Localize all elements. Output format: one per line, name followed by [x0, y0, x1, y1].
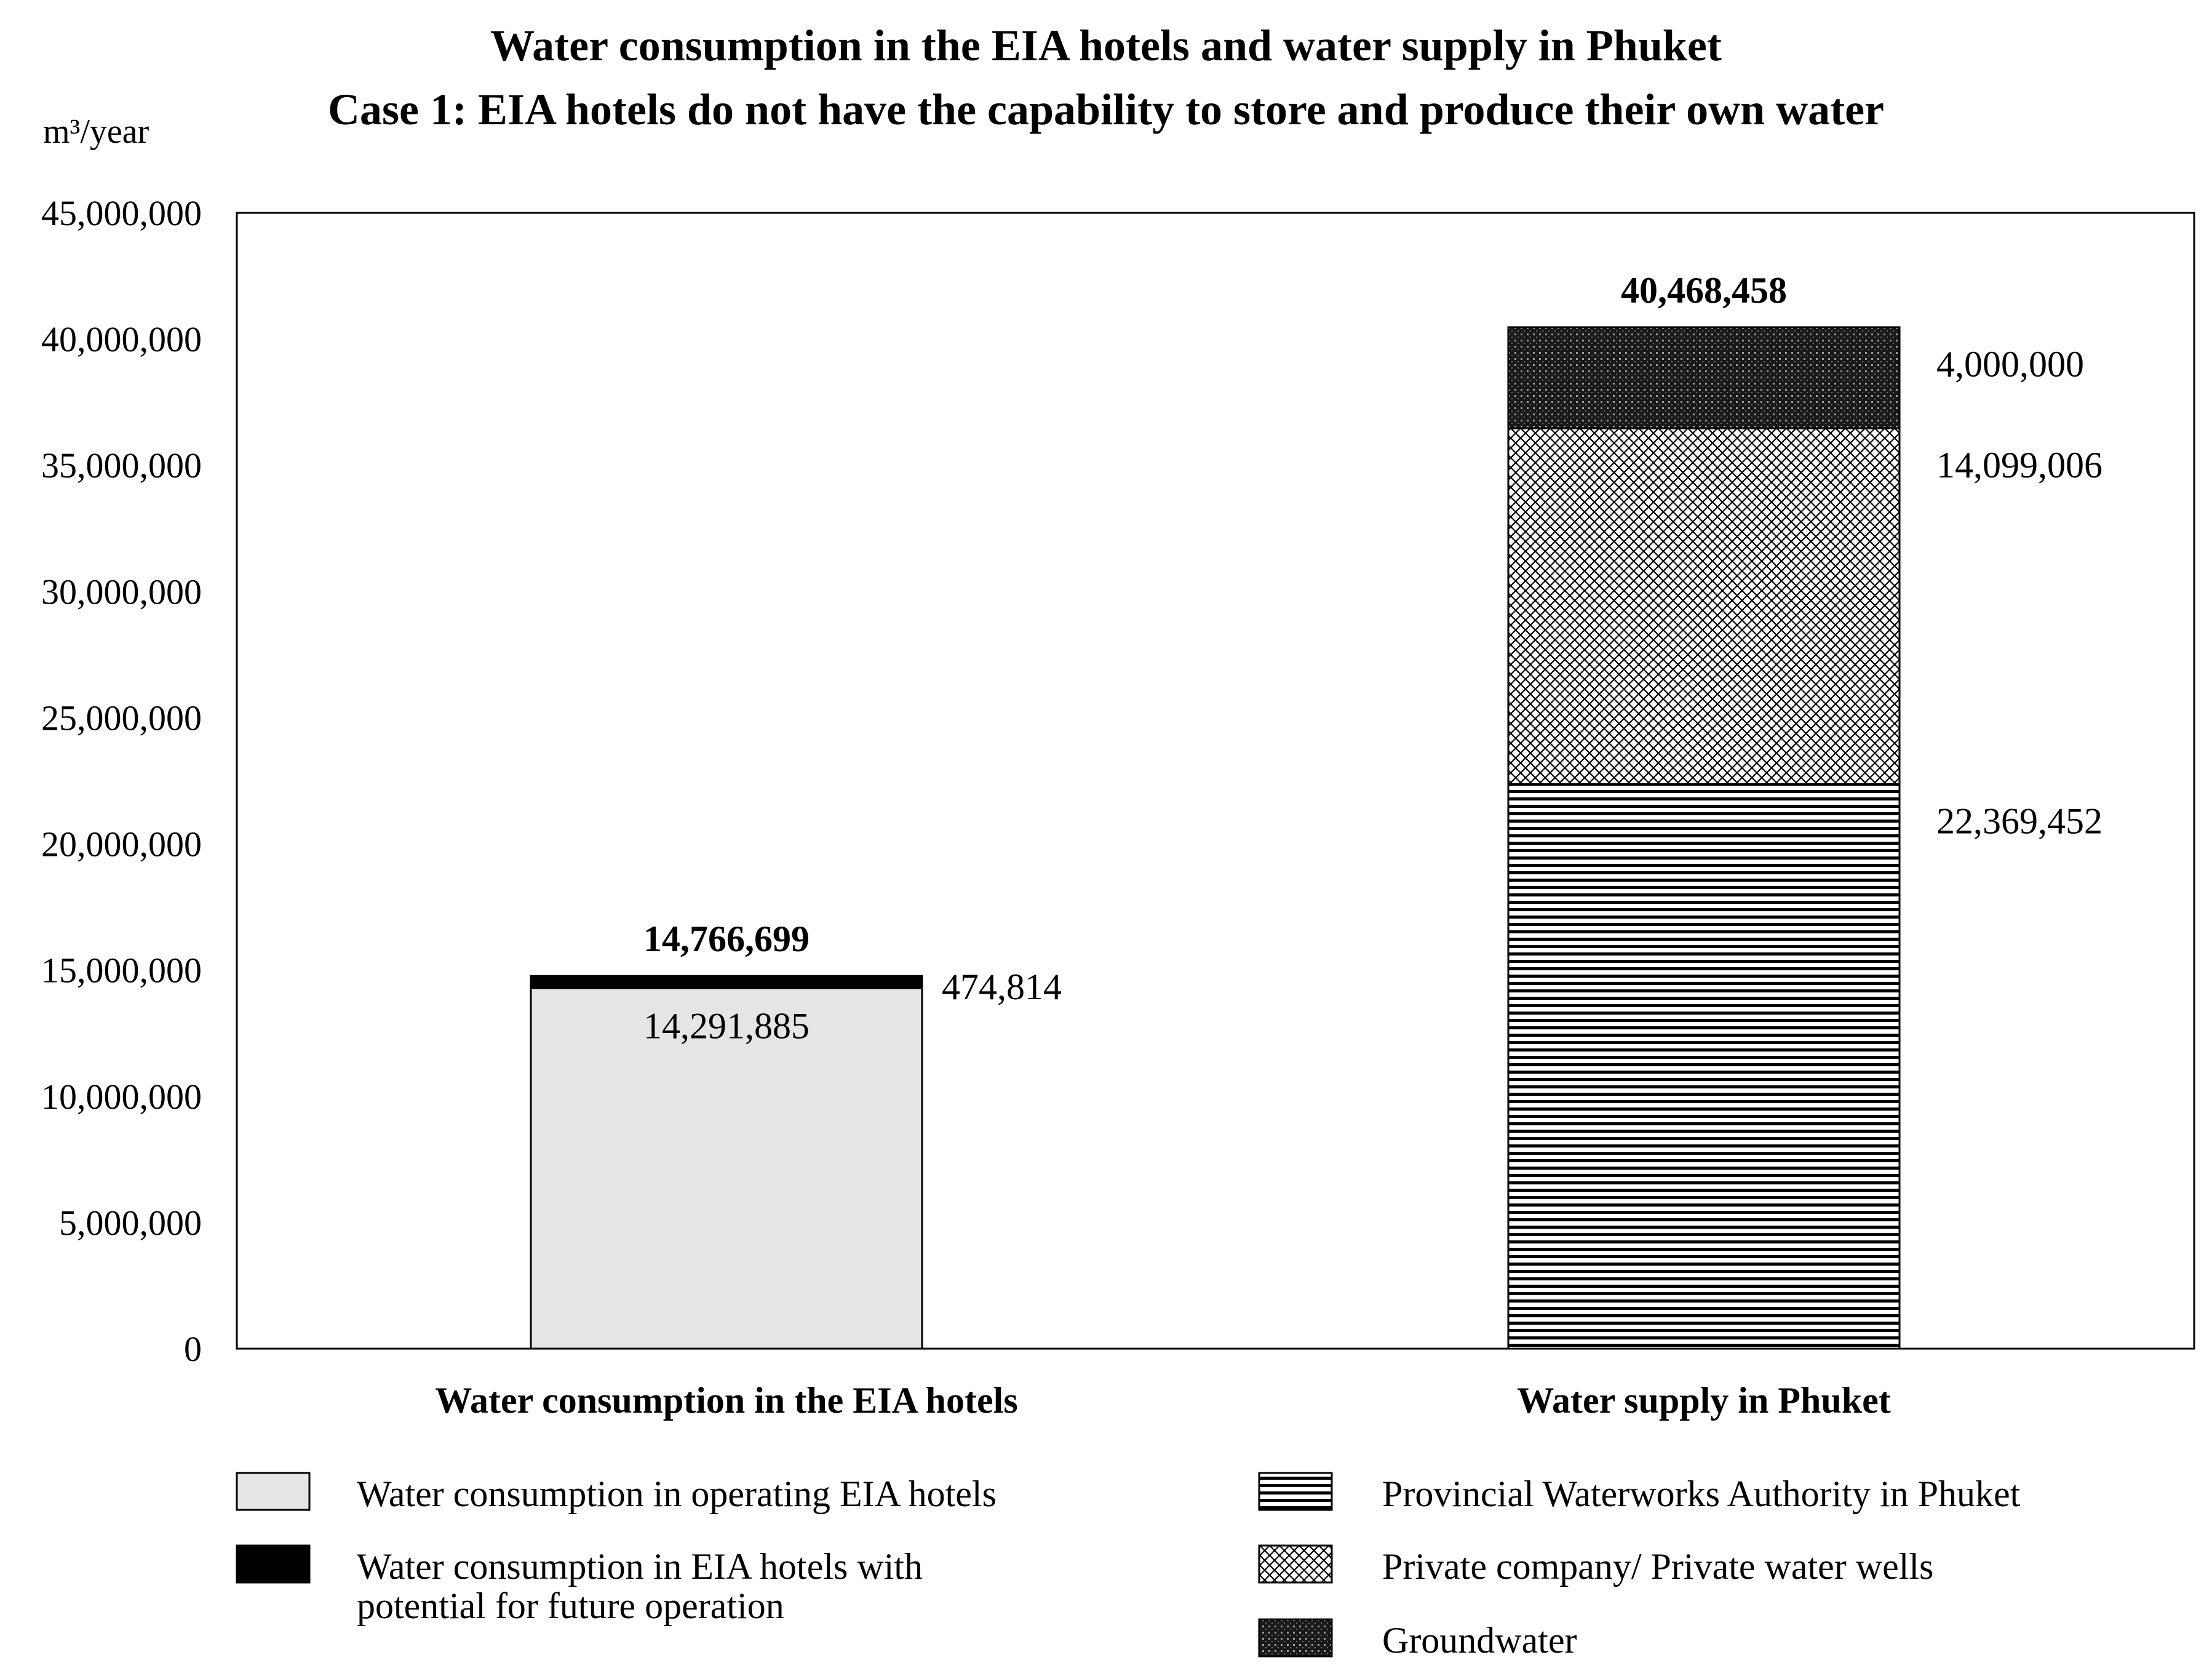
- legend-label: Private company/ Private water wells: [1382, 1546, 1933, 1587]
- legend-label: Water consumption in operating EIA hotel…: [357, 1474, 997, 1514]
- y-tick-label: 30,000,000: [41, 572, 202, 612]
- chart-title: Water consumption in the EIA hotels and …: [490, 21, 1722, 70]
- bars-layer: [530, 326, 1901, 1350]
- y-tick-label: 45,000,000: [41, 193, 202, 233]
- segment-value-label: 4,000,000: [1936, 344, 2084, 385]
- y-tick-label: 35,000,000: [41, 445, 202, 485]
- legend-swatch: [236, 1544, 311, 1584]
- bar-segment: [530, 975, 923, 989]
- segment-value-label: 22,369,452: [1936, 800, 2103, 841]
- legend-label: Water consumption in EIA hotels with: [357, 1546, 923, 1587]
- legend-label: Provincial Waterworks Authority in Phuke…: [1382, 1474, 2021, 1514]
- legend-swatch: [1258, 1472, 1333, 1511]
- legend-item: Water consumption in EIA hotels withpote…: [236, 1544, 923, 1626]
- plot-area-frame: [236, 212, 2195, 1350]
- legend-swatch: [236, 1472, 311, 1511]
- y-axis-unit-label: m³/year: [43, 113, 149, 151]
- legend-item: Groundwater: [1258, 1618, 1577, 1661]
- segment-labels-layer: 14,291,885 474,814 22,369,452 14,099,006 4,0…: [643, 344, 2103, 1047]
- y-tick-label: 20,000,000: [41, 824, 202, 864]
- legend: Water consumption in operating EIA hotel…: [236, 1472, 2021, 1661]
- legend-item: Provincial Waterworks Authority in Phuke…: [1258, 1472, 2021, 1514]
- segment-value-label: 14,099,006: [1936, 445, 2103, 485]
- legend-label: Groundwater: [1382, 1620, 1577, 1661]
- segment-value-label: 474,814: [942, 967, 1062, 1007]
- segment-value-label: 14,291,885: [643, 1006, 810, 1047]
- bar-segment: [1507, 427, 1901, 785]
- legend-swatch: [1258, 1618, 1333, 1658]
- bar-segment: [1507, 326, 1901, 429]
- legend-item: Water consumption in operating EIA hotel…: [236, 1472, 997, 1514]
- bar-totals-layer: 14,766,699 40,468,458: [643, 270, 1787, 959]
- y-tick-label: 40,000,000: [41, 319, 202, 359]
- y-axis-ticks: 0 5,000,000 10,000,000 15,000,000 20,000,000…: [41, 193, 202, 1369]
- x-axis-categories: Water consumption in the EIA hotels Water…: [435, 1380, 1890, 1421]
- legend-swatch: [1258, 1544, 1333, 1584]
- y-tick-label: 5,000,000: [59, 1203, 202, 1243]
- x-category-label: Water supply in Phuket: [1517, 1380, 1890, 1421]
- bar-total-label: 14,766,699: [643, 919, 810, 959]
- bar-segment: [1507, 783, 1901, 1350]
- x-category-label: Water consumption in the EIA hotels: [435, 1380, 1017, 1421]
- y-tick-label: 10,000,000: [41, 1077, 202, 1117]
- y-tick-label: 25,000,000: [41, 698, 202, 738]
- y-tick-label: 0: [184, 1329, 202, 1369]
- y-tick-label: 15,000,000: [41, 951, 202, 991]
- legend-item: Private company/ Private water wells: [1258, 1544, 1933, 1587]
- chart-subtitle: Case 1: EIA hotels do not have the capab…: [328, 85, 1884, 134]
- bar-total-label: 40,468,458: [1621, 270, 1787, 311]
- legend-label: potential for future operation: [357, 1586, 784, 1626]
